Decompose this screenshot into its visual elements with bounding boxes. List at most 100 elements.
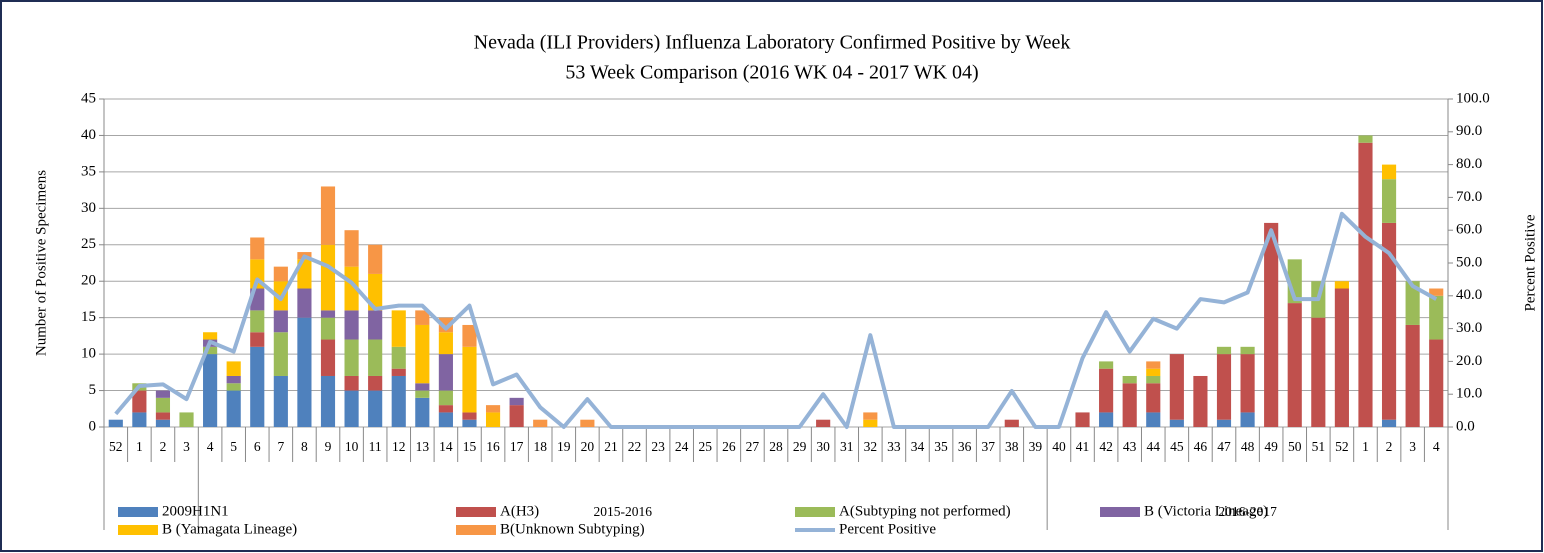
bar-segment: [132, 390, 147, 413]
bar-segment: [250, 310, 265, 333]
y2-tick-label: 60.0: [1456, 222, 1482, 238]
bar-segment: [391, 346, 406, 369]
y2-tick-label: 80.0: [1456, 156, 1482, 172]
bar-segment: [297, 288, 312, 318]
y-tick-label: 10: [81, 346, 96, 362]
legend-swatch: [118, 507, 158, 517]
bar-segment: [415, 324, 430, 384]
bar-segment: [580, 419, 595, 427]
bar-segment: [155, 419, 171, 427]
chart-subtitle: 53 Week Comparison (2016 WK 04 - 2017 WK…: [565, 62, 978, 84]
y2-tick-label: 30.0: [1456, 320, 1482, 336]
x-tick-label: 1: [1362, 439, 1369, 454]
bar-segment: [415, 397, 430, 427]
bar-segment: [1004, 419, 1019, 427]
bar-segment: [863, 412, 878, 420]
x-tick-label: 6: [254, 439, 261, 454]
x-tick-label: 52: [1335, 439, 1349, 454]
bar-segment: [1264, 222, 1279, 427]
bar-segment: [273, 332, 288, 376]
bar-segment: [344, 375, 359, 391]
bar-segment: [462, 346, 477, 413]
bar-segment: [415, 383, 430, 391]
bar-segment: [438, 317, 453, 333]
legend-label: B(Unknown Subtyping): [500, 521, 645, 537]
x-tick-label: 43: [1123, 439, 1137, 454]
bar-segment: [1146, 383, 1161, 413]
x-tick-label: 49: [1264, 439, 1278, 454]
x-tick-label: 29: [793, 439, 807, 454]
x-tick-label: 34: [911, 439, 925, 454]
bar-segment: [1311, 317, 1326, 427]
x-tick-label: 4: [1433, 439, 1440, 454]
bar-segment: [344, 230, 359, 267]
bar-segment: [1381, 179, 1397, 223]
bar-segment: [391, 375, 406, 427]
bar-segment: [132, 412, 147, 427]
bar-segment: [320, 310, 336, 318]
x-tick-label: 30: [816, 439, 830, 454]
x-tick-label: 2: [1386, 439, 1393, 454]
bar-segment: [273, 266, 288, 282]
bar-segment: [462, 419, 477, 427]
bar-segment: [203, 332, 218, 340]
bar-segment: [368, 310, 383, 340]
x-tick-label: 4: [207, 439, 214, 454]
chart-title: Nevada (ILI Providers) Influenza Laborat…: [474, 32, 1071, 54]
bar-segment: [1169, 354, 1184, 420]
legend-swatch: [1100, 507, 1140, 517]
bar-segment: [1240, 354, 1255, 413]
bar-segment: [485, 412, 501, 427]
x-tick-label: 5: [230, 439, 237, 454]
x-tick-label: 44: [1147, 439, 1161, 454]
y-tick-label: 0: [89, 418, 97, 434]
legend-label: Percent Positive: [839, 521, 936, 537]
bar-segment: [1358, 135, 1373, 143]
x-tick-label: 48: [1241, 439, 1255, 454]
bar-segment: [368, 375, 383, 391]
bar-segment: [1075, 412, 1090, 427]
x-tick-label: 27: [746, 439, 760, 454]
x-tick-label: 12: [392, 439, 406, 454]
bar-segment: [273, 310, 288, 333]
bar-segment: [1334, 288, 1349, 427]
legend-label: B (Victoria Lineage): [1144, 503, 1268, 519]
x-tick-label: 25: [699, 439, 713, 454]
x-tick-label: 24: [675, 439, 689, 454]
bar-segment: [320, 186, 336, 245]
bar-segment: [509, 397, 524, 406]
x-tick-label: 32: [864, 439, 878, 454]
bar-segment: [1381, 222, 1397, 420]
legend-label: A(Subtyping not performed): [839, 503, 1011, 519]
bar-segment: [1146, 375, 1161, 384]
x-tick-label: 51: [1312, 439, 1326, 454]
bar-segment: [1287, 303, 1302, 427]
legend-label: A(H3): [500, 503, 539, 519]
bar-segment: [1405, 324, 1420, 427]
x-tick-label: 13: [416, 439, 430, 454]
bar-segment: [1429, 288, 1444, 296]
bar-segment: [415, 310, 430, 325]
line-series: [114, 211, 1438, 429]
x-tick-label: 36: [958, 439, 972, 454]
bar-segment: [226, 361, 241, 376]
legend-swatch: [456, 507, 496, 517]
y2-tick-label: 20.0: [1456, 353, 1482, 369]
x-tick-label: 21: [604, 439, 618, 454]
bar-segment: [320, 339, 336, 376]
legend-swatch: [456, 525, 496, 535]
bar-segment: [438, 332, 453, 355]
x-tick-label: 42: [1099, 439, 1113, 454]
x-tick-label: 26: [722, 439, 736, 454]
bar-segment: [1381, 164, 1397, 180]
bar-segment: [1429, 295, 1444, 340]
x-tick-label: 10: [345, 439, 359, 454]
x-tick-label: 7: [277, 439, 284, 454]
x-tick-label: 2: [160, 439, 167, 454]
bar-segment: [320, 244, 336, 311]
bar-segment: [273, 375, 288, 427]
x-tick-label: 18: [533, 439, 547, 454]
x-tick-label: 15: [463, 439, 477, 454]
bar-segment: [368, 339, 383, 376]
x-tick-label: 31: [840, 439, 854, 454]
